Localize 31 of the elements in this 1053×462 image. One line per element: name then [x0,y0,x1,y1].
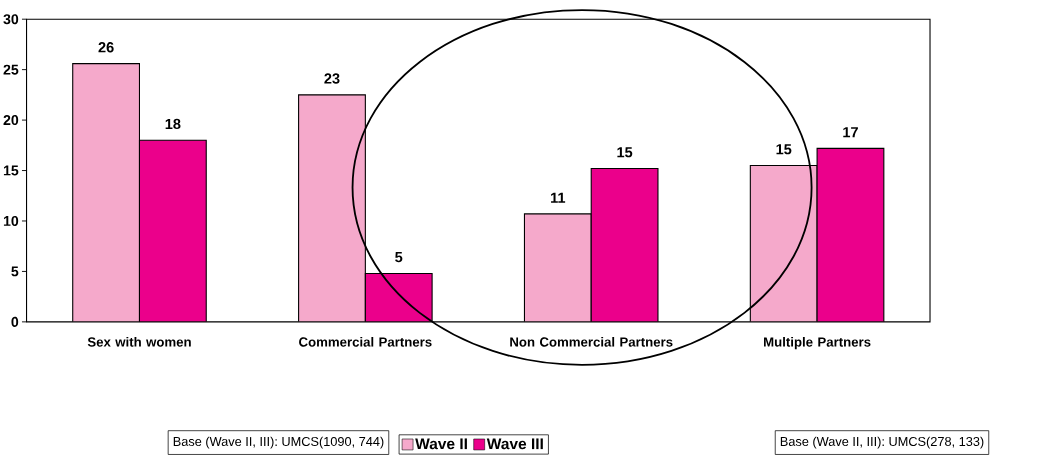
x-tick-label: Commercial Partners [299,337,432,347]
legend-label: Wave III [486,438,543,450]
bar [749,165,818,322]
x-tick-label: Sex with women [87,337,191,347]
data-label: 5 [395,252,403,263]
y-tick-label: 10 [3,216,19,227]
x-tick-label: Non Commercial Partners [510,337,673,347]
bar [72,63,141,322]
bar [523,213,592,322]
legend-label: Wave II [415,438,467,450]
bar [138,139,207,322]
y-tick-label: 15 [3,165,19,176]
x-tick-label: Multiple Partners [764,337,871,350]
bar [590,168,659,322]
text: Base (Wave II, III): UMCS(1090, 744) [173,436,384,449]
bar [364,273,433,322]
y-tick-label: 5 [11,266,19,277]
y-tick-label: 0 [11,316,19,327]
data-label: 23 [324,73,340,84]
text: Base (Wave II, III): UMCS(278, 133) [780,436,984,449]
y-tick-label: 30 [3,14,19,25]
data-label: 11 [551,192,566,203]
data-label: 15 [617,147,633,158]
data-label: 18 [165,118,181,130]
bar [298,94,366,322]
y-tick-label: 25 [3,64,19,75]
data-label: 26 [98,42,114,53]
y-tick-label: 20 [3,115,19,126]
data-label: 15 [776,144,792,155]
bar [816,147,885,322]
data-label: 17 [843,127,858,138]
